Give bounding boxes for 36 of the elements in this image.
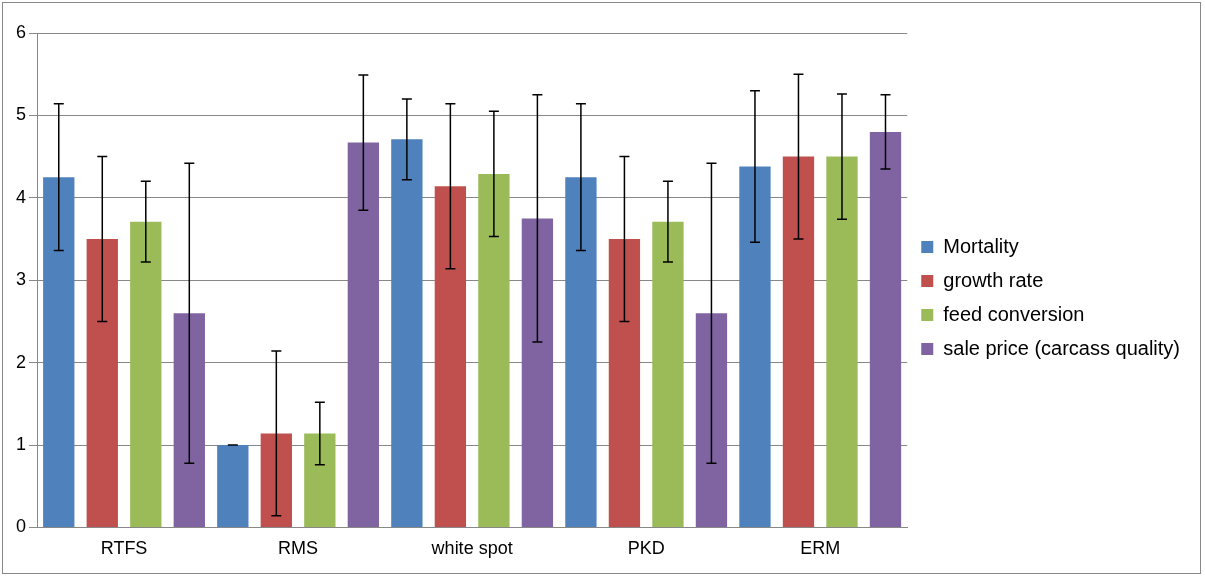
y-tick-label: 6 <box>16 21 27 42</box>
bar <box>347 142 380 527</box>
x-tick-label: RMS <box>278 538 319 559</box>
y-tick-label: 0 <box>16 516 27 537</box>
bar <box>695 313 728 527</box>
y-tick-label: 2 <box>16 351 27 372</box>
bar <box>434 186 467 527</box>
bar <box>826 156 858 527</box>
y-tick-label: 5 <box>16 104 27 125</box>
bar <box>86 239 118 527</box>
bar <box>565 177 597 527</box>
legend-label: feed conversion <box>943 302 1085 325</box>
bar <box>43 177 75 527</box>
y-tick-label: 4 <box>16 186 27 207</box>
x-tick-label: PKD <box>627 538 665 559</box>
bar <box>869 131 902 527</box>
bar <box>521 218 554 527</box>
legend-label: growth rate <box>943 268 1044 291</box>
x-tick-label: white spot <box>430 538 513 559</box>
bar <box>130 221 162 527</box>
bar <box>739 166 771 527</box>
bar <box>782 156 815 527</box>
x-tick-label: RTFS <box>100 538 148 559</box>
y-tick-label: 1 <box>16 433 27 454</box>
y-tick-label: 3 <box>16 269 27 290</box>
bar <box>173 313 205 527</box>
legend-label: sale price (carcass quality) <box>943 336 1180 359</box>
bar <box>478 173 510 527</box>
bar <box>608 239 641 527</box>
bar <box>304 433 336 527</box>
bar <box>391 139 423 527</box>
bar <box>652 221 684 527</box>
bar <box>217 445 249 527</box>
legend-label: Mortality <box>943 234 1019 257</box>
x-tick-label: ERM <box>800 538 841 559</box>
bar <box>260 433 292 527</box>
